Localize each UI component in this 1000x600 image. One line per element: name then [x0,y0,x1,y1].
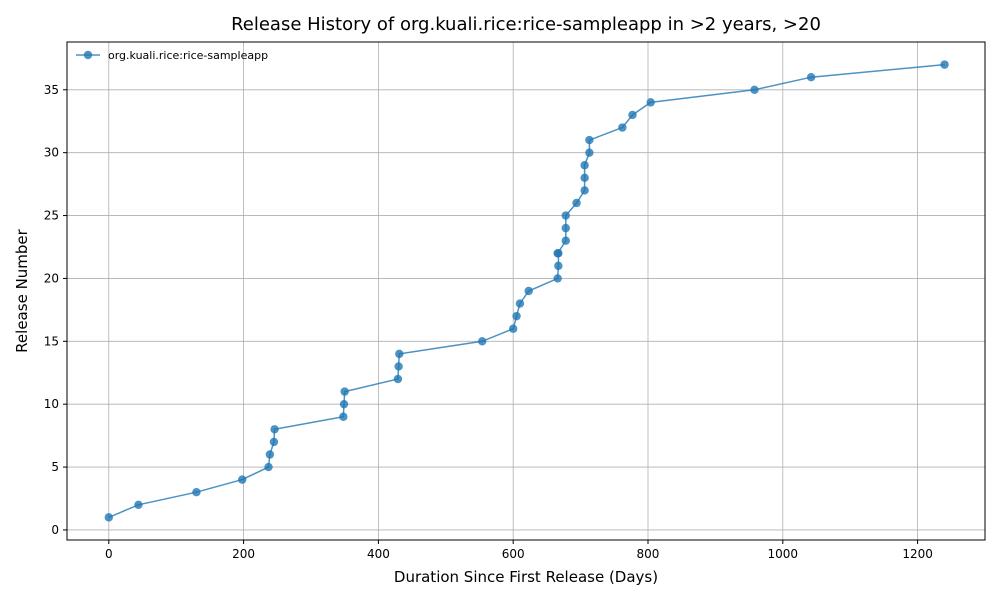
data-point [477,337,487,346]
data-point [238,475,247,484]
data-point [508,324,518,333]
data-series [104,60,949,522]
data-point [580,186,589,195]
x-tick-label: 0 [105,547,113,561]
data-point [940,60,949,69]
data-point [628,110,637,120]
x-tick-label: 600 [502,547,525,561]
y-tick-label: 0 [51,523,59,537]
x-tick-label: 800 [637,547,660,561]
data-point [512,311,521,321]
data-point [554,261,563,271]
data-point [269,437,279,447]
x-tick-label: 1200 [902,547,933,561]
data-point [561,223,570,233]
x-axis-label: Duration Since First Release (Days) [394,568,658,586]
data-point [340,387,349,396]
data-point [393,374,403,384]
grid-lines [67,42,985,540]
y-tick-label: 25 [44,209,59,223]
x-tick-label: 1000 [768,547,799,561]
y-axis-label: Release Number [13,228,31,352]
data-point [580,161,589,170]
data-point [553,274,562,283]
data-point [553,249,562,258]
x-tick-label: 200 [232,547,255,561]
x-tick-label: 400 [367,547,390,561]
data-point [585,135,594,145]
data-point [264,462,273,472]
y-tick-label: 30 [44,146,59,160]
data-point [618,123,627,132]
data-point [134,500,143,509]
y-tick-label: 15 [44,334,59,348]
data-point [646,98,655,107]
legend-label: org.kuali.rice:rice-sampleapp [108,49,268,62]
data-point [750,85,759,94]
data-point [561,211,570,220]
chart-title: Release History of org.kuali.rice:rice-s… [231,14,821,35]
data-point [806,73,816,82]
y-tick-label: 5 [51,460,59,474]
data-point [339,399,349,409]
data-point [515,299,525,308]
data-point [580,173,589,183]
data-point [104,513,113,522]
y-tick-label: 20 [44,271,59,285]
data-point [192,488,201,497]
data-point [524,286,533,296]
legend-marker-swatch [83,50,93,60]
data-point [395,349,404,359]
legend: org.kuali.rice:rice-sampleapp [76,49,268,62]
data-point [585,148,594,157]
data-point [270,425,279,434]
data-point [394,362,403,371]
axis-ticks: 0 200 400 600 800 1000 1200 0 5 10 15 20 25 30 35 [44,83,933,561]
data-point [339,412,348,421]
y-tick-label: 10 [44,397,59,411]
data-point [561,236,570,245]
data-point [265,450,275,459]
plot-frame [66,41,986,541]
data-point [572,198,581,208]
y-tick-label: 35 [44,83,59,97]
